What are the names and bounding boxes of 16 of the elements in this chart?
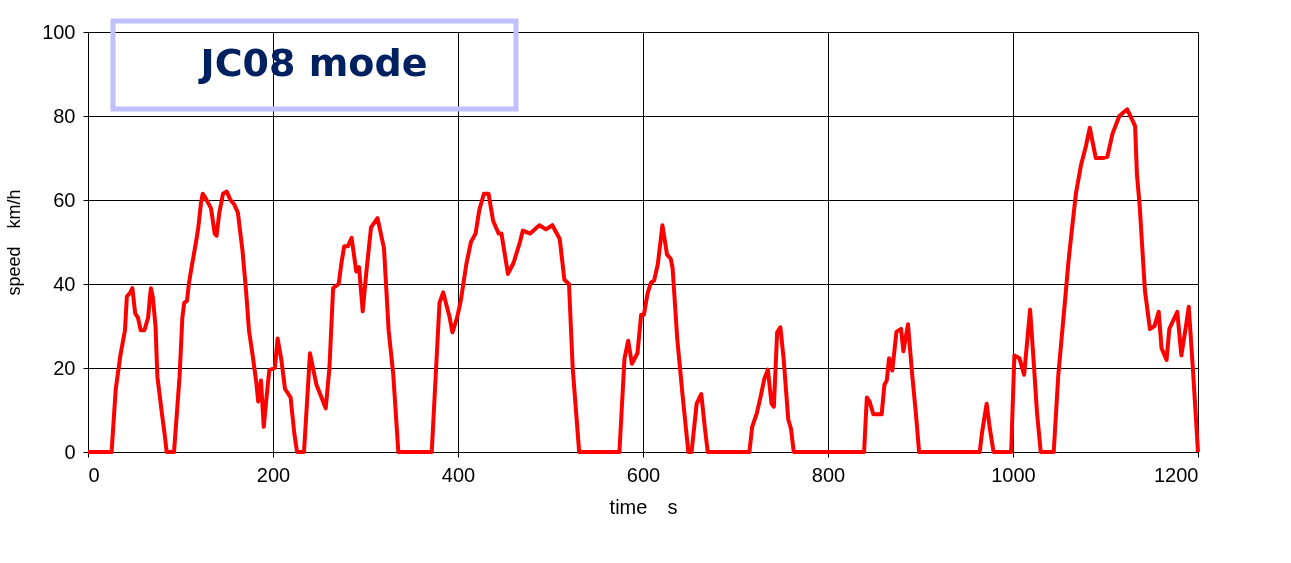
x-tick-label: 1200 — [1154, 463, 1199, 486]
x-tick-label: 400 — [441, 463, 476, 486]
y-tick-label: 60 — [53, 188, 76, 211]
y-tick-label: 0 — [64, 440, 76, 463]
x-tick-label: 0 — [88, 463, 100, 486]
y-tick-label: 80 — [53, 104, 76, 127]
y-tick-label: 100 — [42, 20, 76, 43]
x-axis-title: time s — [609, 495, 678, 518]
x-tick-label: 200 — [256, 463, 291, 486]
y-tick-label: 40 — [53, 272, 76, 295]
x-tick-label: 800 — [811, 463, 846, 486]
y-tick-label: 20 — [53, 356, 76, 379]
y-axis-title: speed km/h — [4, 189, 25, 296]
x-tick-label: 600 — [626, 463, 661, 486]
x-tick-label: 1000 — [991, 463, 1036, 486]
line-series — [86, 107, 1200, 454]
